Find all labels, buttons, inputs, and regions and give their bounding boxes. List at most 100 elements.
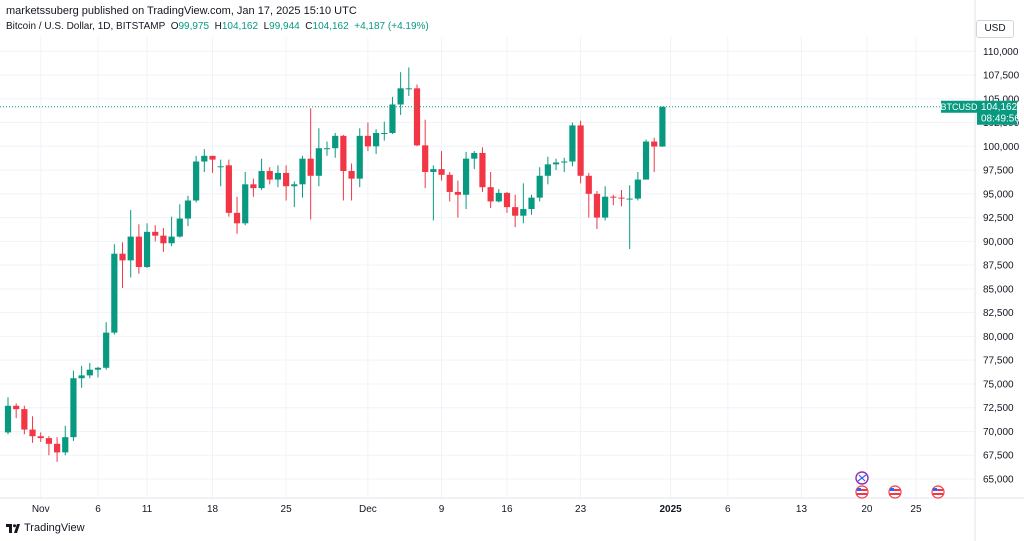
published-header: marketssuberg published on TradingView.c… xyxy=(6,5,357,17)
candle xyxy=(62,425,69,456)
price-axis[interactable]: 65,000 67,500 70,000 72,500 75,000 77,500 80,0… xyxy=(983,47,1020,486)
y-tick-label: 85,000 xyxy=(983,284,1014,295)
candle xyxy=(422,119,429,189)
x-tick-label: 6 xyxy=(95,504,101,515)
candle xyxy=(446,171,453,202)
candle-body xyxy=(462,158,470,195)
candle xyxy=(53,437,61,462)
x-tick-label: 18 xyxy=(207,504,219,515)
candle-body xyxy=(487,187,494,202)
x-tick-label: Nov xyxy=(32,504,50,515)
candle-body xyxy=(593,193,601,218)
close-value: 104,162 xyxy=(312,21,349,32)
candle xyxy=(536,167,543,202)
us-flag-event-icon[interactable] xyxy=(931,485,945,499)
y-tick-label: 72,500 xyxy=(983,403,1014,414)
candle xyxy=(593,190,601,230)
us-flag-event-icon[interactable] xyxy=(855,485,869,499)
candle xyxy=(642,139,650,180)
candle-body xyxy=(585,175,592,194)
candle-body xyxy=(86,369,93,376)
candle-body xyxy=(168,236,175,244)
candle xyxy=(495,189,502,203)
candle-body xyxy=(274,172,282,180)
event-split-icon[interactable] xyxy=(855,471,869,485)
candle xyxy=(258,158,265,191)
candle xyxy=(413,84,421,147)
candle-body xyxy=(315,148,322,176)
candle-body xyxy=(561,161,568,163)
price-badge-price-bg xyxy=(977,100,1017,125)
candle-body xyxy=(135,236,142,268)
candle xyxy=(21,405,28,435)
candle xyxy=(291,181,298,208)
candle xyxy=(119,242,126,288)
candle-body xyxy=(642,141,650,180)
y-tick-label: 67,500 xyxy=(983,451,1014,462)
candle xyxy=(250,178,257,197)
candle-body xyxy=(381,133,388,135)
candle-body xyxy=(552,162,560,165)
candle-body xyxy=(258,171,265,189)
y-tick-label: 90,000 xyxy=(983,237,1014,248)
time-axis[interactable]: Nov 6 11 18 25 Dec 9 16 23 2025 6 13 20 25 xyxy=(32,504,922,515)
candle-body xyxy=(176,218,183,237)
x-tick-label: 6 xyxy=(725,504,731,515)
candle xyxy=(430,165,437,221)
x-tick-label: 23 xyxy=(575,504,587,515)
candle xyxy=(323,141,331,156)
open-label: O xyxy=(170,21,179,32)
candle xyxy=(397,72,404,115)
candle-body xyxy=(299,158,306,185)
candle xyxy=(86,363,93,379)
candle xyxy=(176,204,183,238)
tradingview-logo[interactable]: TradingView xyxy=(6,522,85,534)
high-value: 104,162 xyxy=(221,21,259,32)
candle xyxy=(242,171,249,226)
currency-button[interactable]: USD xyxy=(976,20,1014,38)
y-tick-label: 77,500 xyxy=(983,356,1014,367)
candle-body xyxy=(512,207,519,216)
candle xyxy=(111,244,118,335)
candle-body xyxy=(21,409,28,430)
y-tick-label: 92,500 xyxy=(983,213,1014,224)
candle-body xyxy=(70,378,77,438)
candle-body xyxy=(397,88,404,105)
y-tick-label: 95,000 xyxy=(983,189,1014,200)
x-tick-label: 20 xyxy=(861,504,873,515)
candle-body xyxy=(111,253,118,333)
candle-body xyxy=(53,443,61,453)
candle xyxy=(4,397,12,435)
candle-body xyxy=(29,429,36,437)
candle xyxy=(160,228,167,252)
y-tick-label: 75,000 xyxy=(983,379,1014,390)
candle xyxy=(283,165,290,201)
candle xyxy=(651,137,658,172)
candle-body xyxy=(430,169,437,172)
candle-body xyxy=(323,148,331,150)
candle xyxy=(13,403,20,419)
price-badge-countdown: 08:49:56 xyxy=(981,114,1020,125)
economic-events[interactable] xyxy=(855,471,945,499)
candle-body xyxy=(217,166,224,168)
y-tick-label: 87,500 xyxy=(983,261,1014,272)
candle xyxy=(225,159,232,217)
candle xyxy=(373,129,380,154)
x-tick-label: 25 xyxy=(910,504,922,515)
candle xyxy=(659,106,666,147)
candle-body xyxy=(520,209,527,216)
candle-body xyxy=(250,184,257,189)
y-tick-label: 70,000 xyxy=(983,427,1014,438)
candle xyxy=(168,216,175,247)
us-flag-event-icon[interactable] xyxy=(888,485,902,499)
candle xyxy=(552,158,560,171)
candle-body xyxy=(127,236,134,261)
candle xyxy=(577,120,584,184)
candle-body xyxy=(209,155,216,160)
candle-body xyxy=(454,191,461,195)
candle-body xyxy=(503,192,511,208)
candle-body xyxy=(618,197,625,199)
candles xyxy=(4,67,666,462)
candle-body xyxy=(152,231,159,236)
